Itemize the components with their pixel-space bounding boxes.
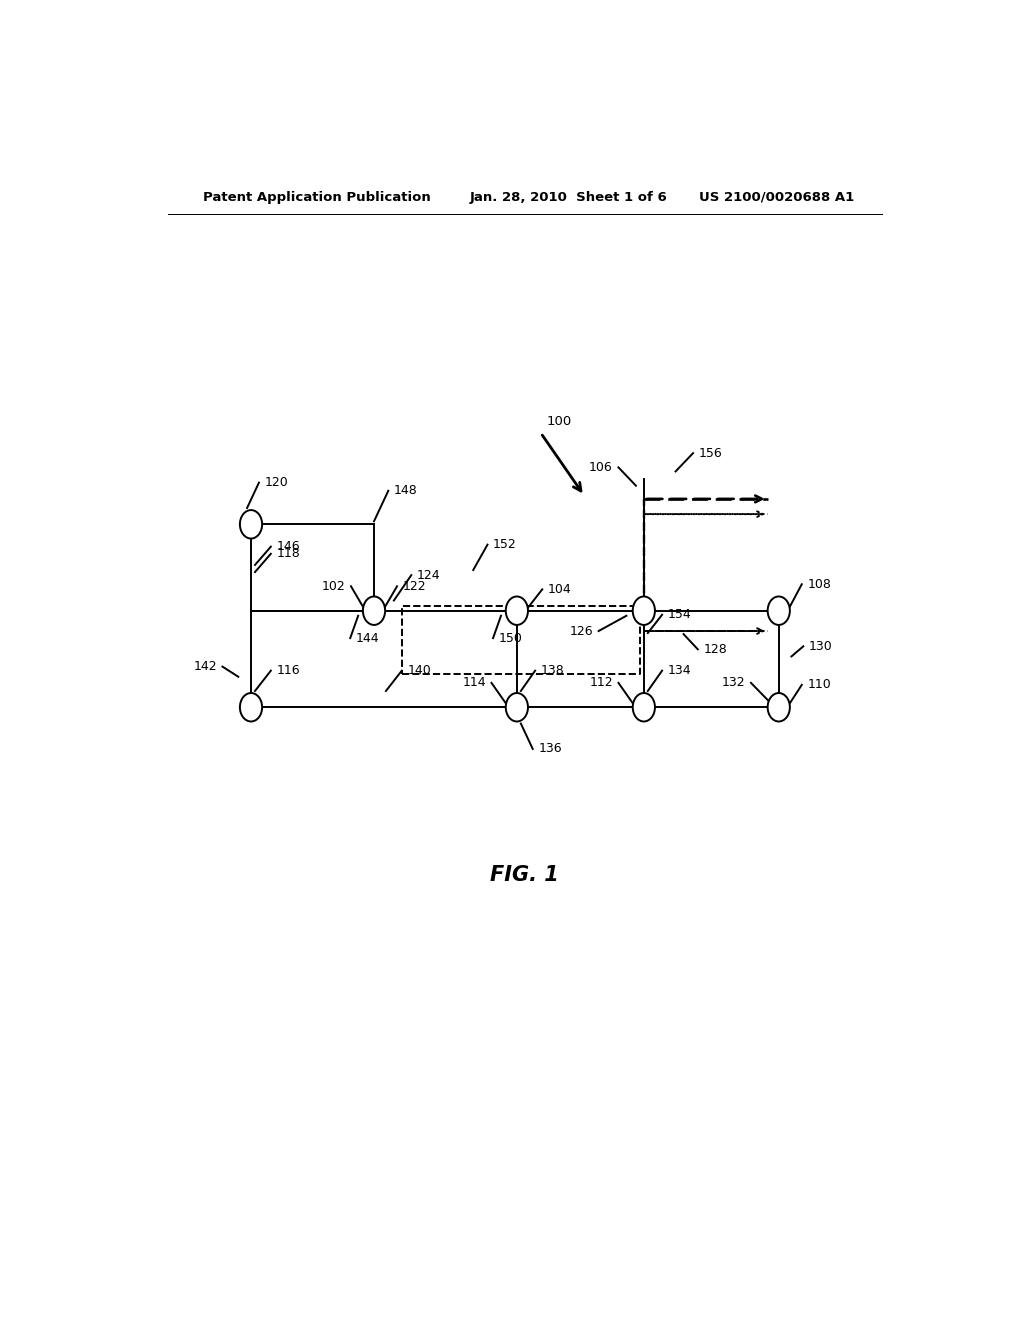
Circle shape [506,693,528,722]
Text: 134: 134 [668,664,691,677]
Text: 138: 138 [541,664,564,677]
Text: 126: 126 [569,624,593,638]
Text: 104: 104 [548,583,571,595]
Text: 124: 124 [417,569,440,582]
Text: 136: 136 [539,742,562,755]
Text: FIG. 1: FIG. 1 [490,865,559,884]
Text: 108: 108 [807,578,831,591]
Text: 148: 148 [394,484,418,498]
Circle shape [768,693,790,722]
Text: 118: 118 [276,548,300,560]
Text: 114: 114 [462,676,486,689]
Text: 130: 130 [809,640,833,653]
Text: 144: 144 [355,632,379,644]
Text: 154: 154 [668,609,691,622]
Text: 132: 132 [722,676,745,689]
Text: 128: 128 [703,643,727,656]
Text: 156: 156 [698,446,722,459]
Text: 146: 146 [276,540,300,553]
Text: Patent Application Publication: Patent Application Publication [204,190,431,203]
Text: 150: 150 [499,632,522,644]
Text: Jan. 28, 2010  Sheet 1 of 6: Jan. 28, 2010 Sheet 1 of 6 [469,190,667,203]
Circle shape [506,597,528,624]
Text: 100: 100 [547,414,572,428]
Text: 112: 112 [589,676,613,689]
Text: 142: 142 [194,660,217,673]
Text: 122: 122 [402,579,426,593]
Text: 102: 102 [322,579,345,593]
Text: 140: 140 [408,664,431,677]
Circle shape [633,693,655,722]
Circle shape [240,510,262,539]
Text: 106: 106 [589,461,613,474]
Text: 152: 152 [494,539,517,552]
Text: 120: 120 [264,477,288,490]
Text: US 2100/0020688 A1: US 2100/0020688 A1 [699,190,855,203]
Text: 110: 110 [807,678,831,692]
Circle shape [240,693,262,722]
Circle shape [633,597,655,624]
Circle shape [362,597,385,624]
Circle shape [768,597,790,624]
Text: 116: 116 [276,664,300,677]
